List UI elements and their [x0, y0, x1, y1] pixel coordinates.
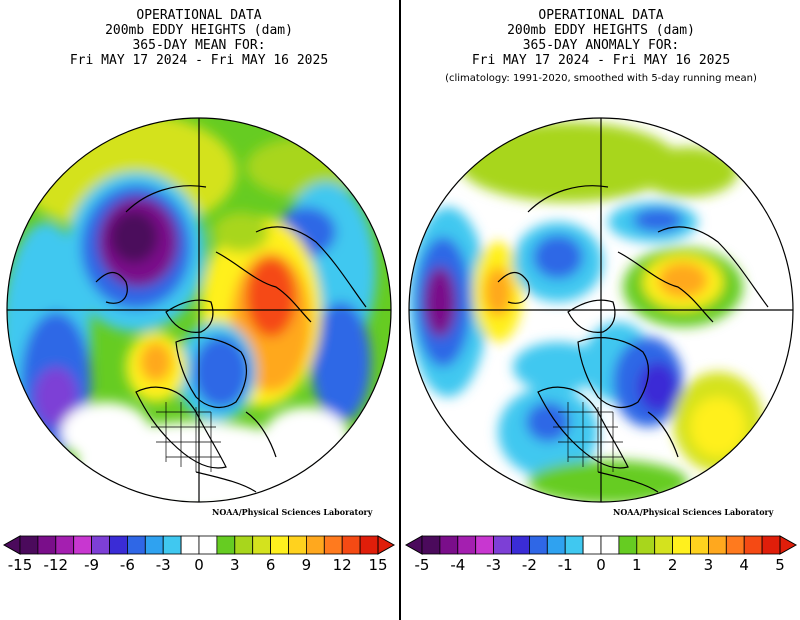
anomaly-title-line-2: 200mb EDDY HEIGHTS (dam)	[507, 23, 695, 38]
colorbar-swatch	[19, 535, 39, 555]
colorbar-swatch	[654, 535, 673, 555]
anomaly-coastlines	[497, 185, 769, 493]
mean-colorbar	[2, 535, 396, 555]
colorbar-swatch	[305, 535, 325, 555]
anomaly-title-line-4: Fri MAY 17 2024 - Fri MAY 16 2025	[471, 53, 731, 68]
colorbar-swatch	[270, 535, 289, 555]
colorbar-swatch	[529, 535, 548, 555]
mean-tick-label: 15	[368, 556, 388, 574]
anomaly-tick-label: -5	[414, 556, 430, 574]
anomaly-tick-label: 0	[596, 556, 606, 574]
mean-tick-label: -3	[155, 556, 171, 574]
anomaly-subtitle: (climatology: 1991-2020, smoothed with 5…	[445, 73, 757, 84]
colorbar-swatch	[618, 535, 638, 555]
colorbar-swatch	[582, 535, 602, 555]
colorbar-low-arrow	[404, 535, 423, 555]
anomaly-tick-label: -3	[486, 556, 502, 574]
colorbar-swatch	[55, 535, 75, 555]
mean-tick-label: 0	[194, 556, 204, 574]
mean-title-line-4: Fri MAY 17 2024 - Fri MAY 16 2025	[69, 53, 329, 68]
anomaly-tick-label: 5	[775, 556, 785, 574]
colorbar-swatch	[457, 535, 477, 555]
colorbar-swatch	[288, 535, 307, 555]
colorbar-swatch	[421, 535, 441, 555]
anomaly-polar-map	[408, 117, 794, 503]
mean-title-line-3: 365-DAY MEAN FOR:	[132, 38, 266, 53]
anomaly-credit: NOAA/Physical Sciences Laboratory	[613, 507, 774, 517]
colorbar-high-arrow	[377, 535, 396, 555]
colorbar-swatch	[546, 535, 566, 555]
anomaly-tick-label: -4	[450, 556, 466, 574]
colorbar-swatch	[341, 535, 361, 555]
mean-tick-label: 12	[332, 556, 352, 574]
colorbar-swatch	[323, 535, 343, 555]
anomaly-tick-label: 1	[632, 556, 642, 574]
colorbar-swatch	[672, 535, 691, 555]
colorbar-swatch	[127, 535, 146, 555]
colorbar-swatch	[198, 535, 218, 555]
colorbar-swatch	[162, 535, 182, 555]
colorbar-swatch	[180, 535, 200, 555]
anomaly-tick-label: 4	[739, 556, 749, 574]
anomaly-panel: OPERATIONAL DATA 200mb EDDY HEIGHTS (dam…	[402, 0, 800, 620]
colorbar-swatch	[73, 535, 92, 555]
colorbar-swatch	[252, 535, 271, 555]
mean-tick-label: 9	[301, 556, 312, 574]
anomaly-colorbar-ticks: -5 -4 -3 -2 -1 0 1 2 3 4 5	[402, 556, 800, 578]
colorbar-swatch	[743, 535, 763, 555]
colorbar-low-arrow	[2, 535, 21, 555]
anomaly-height-field	[409, 122, 763, 502]
colorbar-swatch	[359, 535, 379, 555]
colorbar-swatch	[564, 535, 584, 555]
colorbar-swatch	[636, 535, 656, 555]
colorbar-swatch	[109, 535, 128, 555]
anomaly-state-borders	[553, 402, 623, 472]
anomaly-title-block: OPERATIONAL DATA 200mb EDDY HEIGHTS (dam…	[402, 8, 800, 85]
mean-coastlines	[95, 185, 367, 493]
anomaly-colorbar	[404, 535, 798, 555]
mean-state-borders	[151, 402, 221, 472]
anomaly-title-line-1: OPERATIONAL DATA	[538, 8, 664, 23]
mean-tick-label: -6	[119, 556, 135, 574]
panel-divider	[399, 0, 401, 620]
colorbar-swatch	[439, 535, 459, 555]
mean-tick-label: -12	[43, 556, 69, 574]
mean-title-block: OPERATIONAL DATA 200mb EDDY HEIGHTS (dam…	[0, 8, 398, 68]
mean-title-line-1: OPERATIONAL DATA	[136, 8, 262, 23]
anomaly-tick-label: 3	[703, 556, 714, 574]
mean-map-border	[6, 117, 392, 503]
mean-tick-label: -15	[7, 556, 33, 574]
mean-credit: NOAA/Physical Sciences Laboratory	[212, 507, 373, 517]
anomaly-title-line-3: 365-DAY ANOMALY FOR:	[522, 38, 680, 53]
colorbar-swatch	[725, 535, 745, 555]
colorbar-swatch	[690, 535, 709, 555]
mean-title-line-2: 200mb EDDY HEIGHTS (dam)	[105, 23, 293, 38]
anomaly-map-border	[408, 117, 794, 503]
anomaly-tick-label: -1	[557, 556, 573, 574]
colorbar-swatch	[511, 535, 530, 555]
colorbar-swatch	[761, 535, 781, 555]
colorbar-swatch	[707, 535, 727, 555]
colorbar-swatch	[91, 535, 110, 555]
colorbar-swatch	[234, 535, 254, 555]
colorbar-swatch	[144, 535, 164, 555]
colorbar-swatch	[475, 535, 494, 555]
mean-colorbar-ticks: -15 -12 -9 -6 -3 0 3 6 9 12 15	[0, 556, 398, 578]
mean-eddy-height-field	[7, 118, 376, 502]
mean-tick-label: 6	[265, 556, 276, 574]
mean-tick-label: -9	[84, 556, 100, 574]
mean-polar-map	[6, 117, 392, 503]
colorbar-high-arrow	[779, 535, 798, 555]
mean-panel: OPERATIONAL DATA 200mb EDDY HEIGHTS (dam…	[0, 0, 398, 620]
colorbar-swatch	[493, 535, 512, 555]
anomaly-tick-label: 2	[667, 556, 678, 574]
colorbar-swatch	[37, 535, 57, 555]
anomaly-tick-label: -2	[521, 556, 537, 574]
colorbar-swatch	[600, 535, 620, 555]
colorbar-swatch	[216, 535, 236, 555]
mean-tick-label: 3	[230, 556, 240, 574]
